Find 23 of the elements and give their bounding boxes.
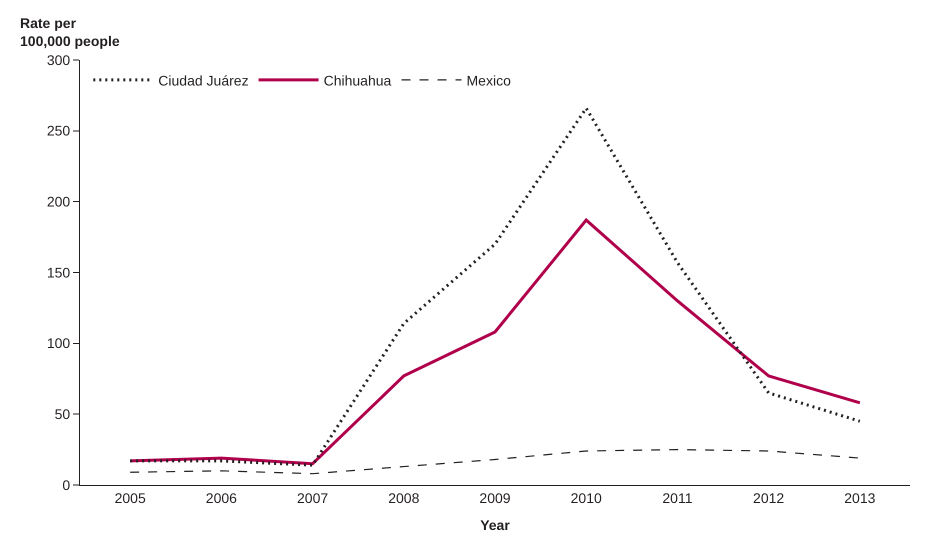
legend-label: Chihuahua — [324, 72, 392, 88]
line-series — [128, 106, 862, 467]
y-tick-label: 200 — [46, 194, 70, 210]
x-tick-label: 2011 — [662, 490, 693, 506]
x-tick-label: 2005 — [114, 490, 146, 506]
y-tick-label: 100 — [46, 335, 70, 352]
x-tick-label: 2009 — [479, 490, 511, 506]
y-tick-label: 0 — [62, 476, 70, 493]
x-tick-label: 2007 — [297, 490, 328, 506]
line-series — [130, 448, 860, 474]
x-tick-label: 2008 — [388, 490, 420, 506]
legend-label: Ciudad Juárez — [158, 72, 249, 88]
y-axis-title: Rate per 100,000 people — [20, 15, 120, 50]
legend-label: Mexico — [466, 72, 512, 88]
y-tick-label: 300 — [46, 52, 70, 68]
y-tick-label: 250 — [46, 122, 70, 139]
x-axis-title: Year — [480, 517, 510, 534]
x-tick-label: 2012 — [753, 490, 784, 506]
x-tick-label: 2013 — [844, 490, 876, 506]
y-tick-label: 150 — [46, 264, 70, 280]
x-tick-label: 2010 — [570, 490, 602, 506]
x-tick-label: 2006 — [206, 490, 238, 506]
y-tick-label: 50 — [54, 406, 70, 422]
